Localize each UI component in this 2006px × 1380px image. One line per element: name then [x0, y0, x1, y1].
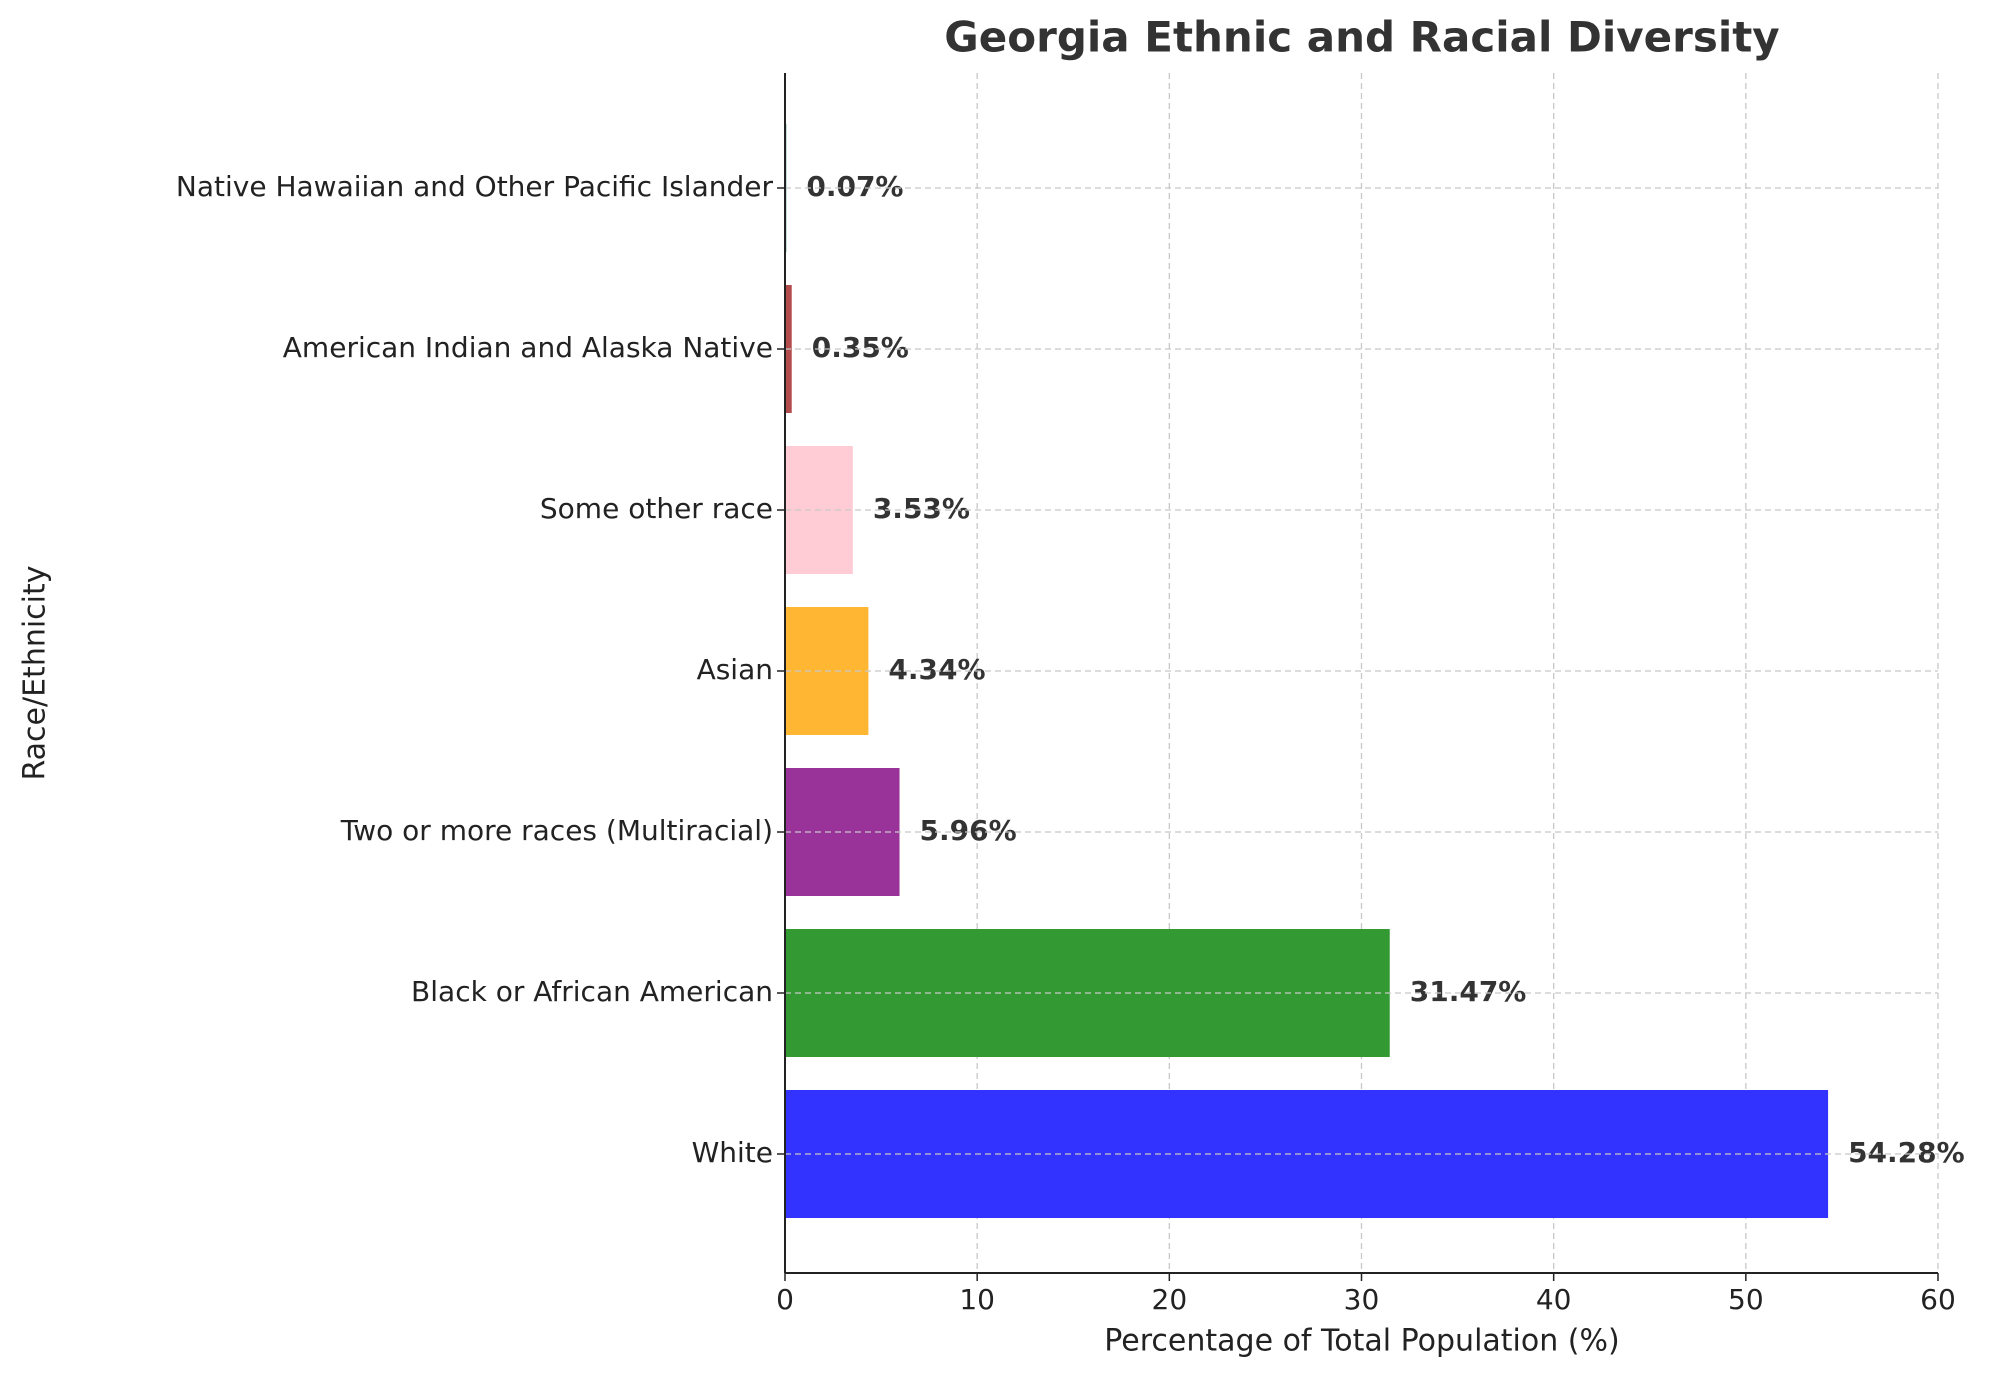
y-tick-label: Two or more races (Multiracial) — [340, 814, 773, 847]
value-label: 4.34% — [888, 653, 985, 686]
x-tick-label: 10 — [959, 1283, 995, 1316]
value-label: 5.96% — [920, 814, 1017, 847]
value-label: 0.35% — [812, 331, 909, 364]
y-axis-label: Race/Ethnicity — [18, 565, 53, 780]
value-label: 3.53% — [873, 492, 970, 525]
x-axis-label: Percentage of Total Population (%) — [1104, 1324, 1619, 1359]
x-tick-label: 50 — [1728, 1283, 1764, 1316]
x-tick-label: 0 — [776, 1283, 794, 1316]
y-tick-label: Some other race — [540, 492, 773, 525]
value-label: 0.07% — [806, 170, 903, 203]
y-tick-label: American Indian and Alaska Native — [283, 331, 773, 364]
value-label: 31.47% — [1410, 975, 1527, 1008]
y-tick-label: Asian — [697, 653, 773, 686]
x-tick-label: 40 — [1536, 1283, 1572, 1316]
bar — [785, 768, 900, 896]
x-tick-label: 20 — [1152, 1283, 1188, 1316]
x-tick-label: 60 — [1920, 1283, 1956, 1316]
y-tick-label: White — [692, 1136, 773, 1169]
y-tick-label: Black or African American — [411, 975, 773, 1008]
y-tick-label: Native Hawaiian and Other Pacific Island… — [176, 170, 774, 203]
chart-title: Georgia Ethnic and Racial Diversity — [944, 13, 1779, 62]
value-label: 54.28% — [1848, 1136, 1965, 1169]
x-tick-label: 30 — [1344, 1283, 1380, 1316]
